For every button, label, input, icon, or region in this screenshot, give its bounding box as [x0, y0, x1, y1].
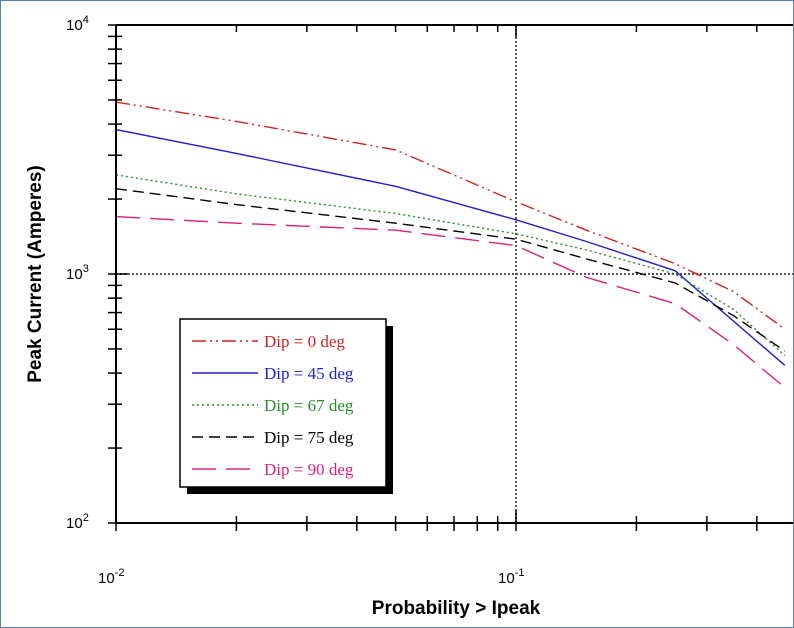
legend-label-4: Dip = 90 deg — [264, 460, 354, 479]
legend-label-2: Dip = 67 deg — [264, 396, 354, 415]
x-tick-label: 10-1 — [498, 567, 524, 587]
series-line-4 — [116, 215, 786, 389]
y-tick-label: 104 — [66, 14, 89, 34]
x-axis-title: Probability > Ipeak — [372, 598, 541, 619]
y-tick-label: 102 — [66, 512, 89, 532]
y-tick-label: 103 — [66, 263, 89, 283]
legend-label-0: Dip = 0 deg — [264, 332, 345, 351]
series-line-1 — [116, 128, 786, 366]
x-tick-label: 10-2 — [98, 567, 124, 587]
y-axis-title: Peak Current (Amperes) — [25, 165, 46, 383]
series-line-0 — [116, 101, 786, 330]
series-line-2 — [116, 174, 786, 357]
legend-label-3: Dip = 75 deg — [264, 428, 354, 447]
legend-label-1: Dip = 45 deg — [264, 364, 354, 383]
legend-box — [179, 318, 387, 488]
